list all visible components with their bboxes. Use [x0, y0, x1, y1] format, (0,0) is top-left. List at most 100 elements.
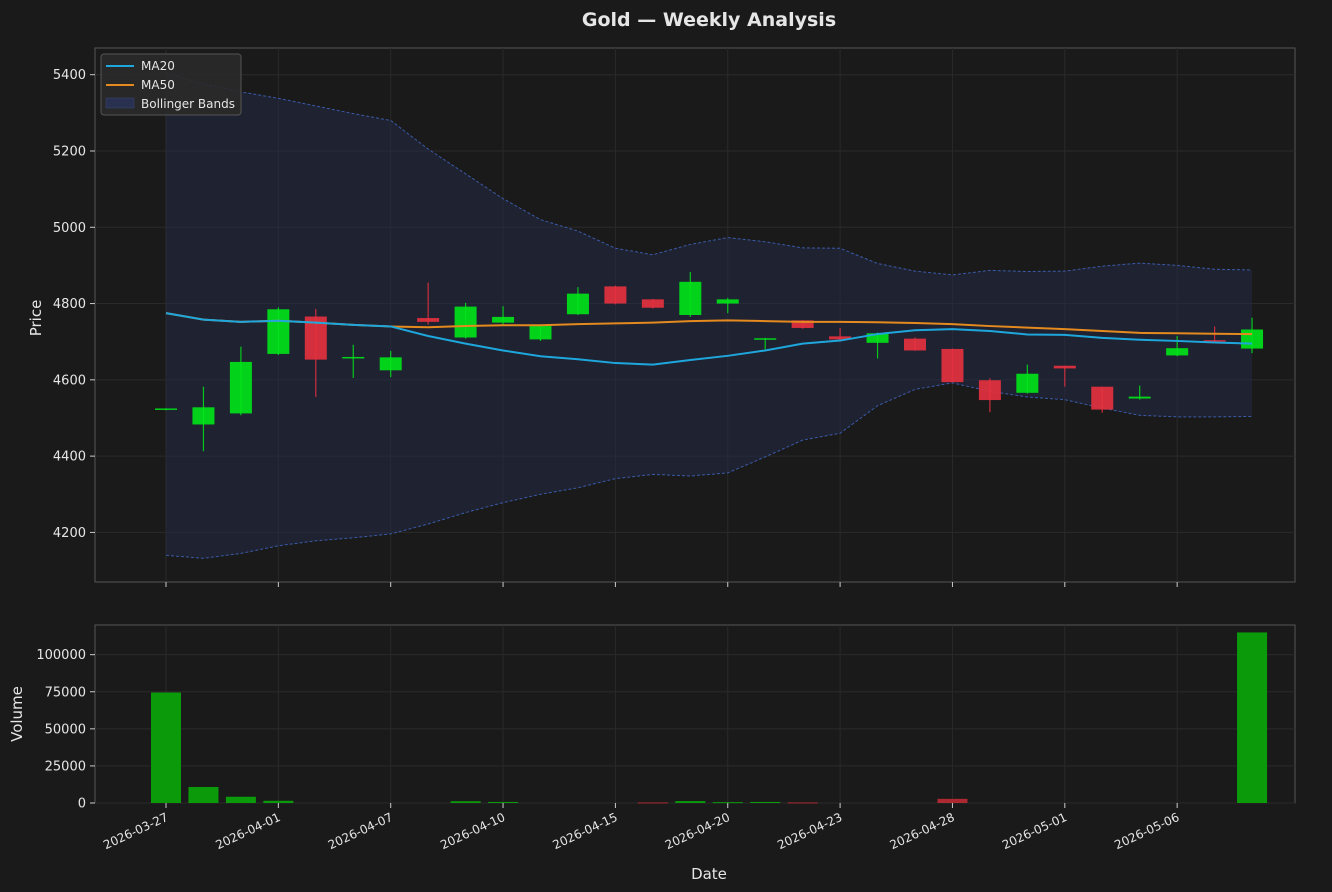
- price-y-ticks: 4200 4400 4600 4800 5000 5200 5400: [53, 68, 95, 541]
- x-tick-label-3: 2026-04-10: [438, 810, 507, 852]
- candle-body-27: [1166, 348, 1189, 356]
- candle-14: [679, 271, 702, 317]
- volume-ytick-label-0: 0: [78, 797, 86, 812]
- legend-ma50-label: MA50: [141, 78, 175, 92]
- x-tick-label-6: 2026-04-23: [775, 810, 844, 852]
- candle-body-6: [379, 357, 402, 371]
- x-tick-label-5: 2026-04-20: [663, 810, 732, 852]
- price-ytick-label-2: 4600: [53, 373, 86, 388]
- candle-0: [155, 408, 177, 411]
- volume-bar-14: [675, 801, 706, 803]
- x-tick-label-8: 2026-05-01: [1000, 810, 1069, 852]
- candle-body-22: [978, 380, 1001, 401]
- candle-5: [342, 344, 365, 378]
- volume-bar-2: [225, 796, 256, 803]
- candle-body-18: [829, 336, 852, 340]
- candle-18: [829, 327, 852, 342]
- price-x-ticks: [165, 582, 1178, 587]
- price-ytick-label-0: 4200: [53, 526, 86, 541]
- x-tick-label-9: 2026-05-06: [1112, 810, 1181, 852]
- candle-body-26: [1128, 396, 1151, 399]
- volume-bar-9: [488, 801, 519, 803]
- candle-body-25: [1091, 386, 1114, 410]
- candle-body-5: [342, 356, 365, 359]
- candle-10: [529, 324, 552, 341]
- candle-body-29: [1241, 329, 1264, 349]
- candle-26: [1128, 385, 1151, 400]
- candle-body-20: [904, 338, 926, 351]
- volume-ytick-label-2: 50000: [45, 722, 86, 737]
- candle-body-24: [1053, 365, 1076, 369]
- candle-27: [1166, 335, 1189, 357]
- candle-body-8: [454, 306, 477, 338]
- volume-ytick-label-1: 25000: [45, 759, 86, 774]
- price-ytick-label-1: 4400: [53, 450, 86, 465]
- candle-body-3: [267, 309, 290, 354]
- legend-ma20-label: MA20: [141, 59, 175, 73]
- candle-2: [229, 346, 252, 416]
- candle-3: [267, 307, 290, 356]
- price-ytick-label-5: 5200: [53, 144, 86, 159]
- price-panel: 4200 4400 4600 4800 5000 5200 5400 Price MA20 …: [27, 47, 1296, 587]
- candle-body-19: [866, 333, 889, 343]
- candle-body-7: [417, 318, 440, 322]
- volume-ytick-label-3: 75000: [45, 685, 86, 700]
- legend-bollinger-label: Bollinger Bands: [141, 97, 235, 111]
- legend: MA20 MA50 Bollinger Bands: [100, 53, 242, 116]
- price-ytick-label-6: 5400: [53, 68, 86, 83]
- candle-body-1: [192, 407, 215, 425]
- candle-16: [754, 337, 777, 350]
- chart-title: Gold — Weekly Analysis: [582, 9, 836, 31]
- volume-bar-15: [712, 802, 743, 804]
- candle-9: [492, 306, 515, 326]
- x-axis-label: Date: [691, 865, 727, 883]
- volume-axis-label: Volume: [8, 686, 26, 742]
- candle-body-21: [941, 348, 964, 383]
- candle-body-2: [229, 361, 252, 414]
- candle-21: [941, 348, 964, 383]
- volume-bar-16: [750, 801, 781, 803]
- candle-body-28: [1203, 340, 1226, 342]
- price-axis-label: Price: [27, 300, 45, 337]
- volume-bar-1: [188, 786, 219, 803]
- candle-7: [417, 282, 440, 325]
- volume-x-ticks: 2026-03-27 2026-04-01 2026-04-07 2026-04-10…: [101, 803, 1181, 852]
- bollinger-lower-line: [165, 382, 1253, 559]
- x-tick-label-4: 2026-04-15: [551, 810, 620, 852]
- bollinger-bands: [165, 72, 1253, 559]
- candle-body-12: [604, 286, 627, 304]
- candle-body-11: [566, 293, 589, 315]
- candle-body-15: [716, 299, 739, 304]
- candle-body-9: [492, 316, 515, 323]
- volume-bar-3: [263, 800, 294, 803]
- candle-body-0: [155, 408, 177, 410]
- volume-panel: 0 25000 50000 75000 100000 2026-03-27 2026-04…: [8, 624, 1296, 852]
- volume-y-ticks: 0 25000 50000 75000 100000: [36, 648, 95, 812]
- volume-bar-29: [1237, 632, 1268, 803]
- candle-6: [379, 350, 402, 378]
- candle-body-13: [641, 299, 664, 308]
- volume-bar-13: [637, 802, 668, 804]
- moving-averages: [165, 312, 1253, 366]
- candle-24: [1053, 365, 1076, 387]
- candle-23: [1016, 364, 1039, 394]
- candle-body-23: [1016, 373, 1039, 393]
- legend-bollinger-swatch: [105, 97, 135, 109]
- candle-25: [1091, 386, 1114, 413]
- volume-bars: [151, 632, 1268, 804]
- x-tick-label-1: 2026-04-01: [213, 810, 282, 852]
- bollinger-fill: [166, 72, 1253, 559]
- volume-bar-0: [151, 692, 181, 803]
- ma20-line: [165, 312, 1253, 366]
- candle-11: [566, 287, 589, 315]
- candle-15: [716, 297, 739, 314]
- volume-bar-8: [450, 801, 481, 803]
- candle-12: [604, 285, 627, 305]
- candle-13: [641, 298, 664, 309]
- price-ytick-label-4: 5000: [53, 221, 86, 236]
- volume-bar-21: [937, 798, 968, 803]
- candle-20: [904, 337, 926, 351]
- candle-19: [866, 332, 889, 359]
- price-ytick-label-3: 4800: [53, 297, 86, 312]
- candle-1: [192, 386, 215, 452]
